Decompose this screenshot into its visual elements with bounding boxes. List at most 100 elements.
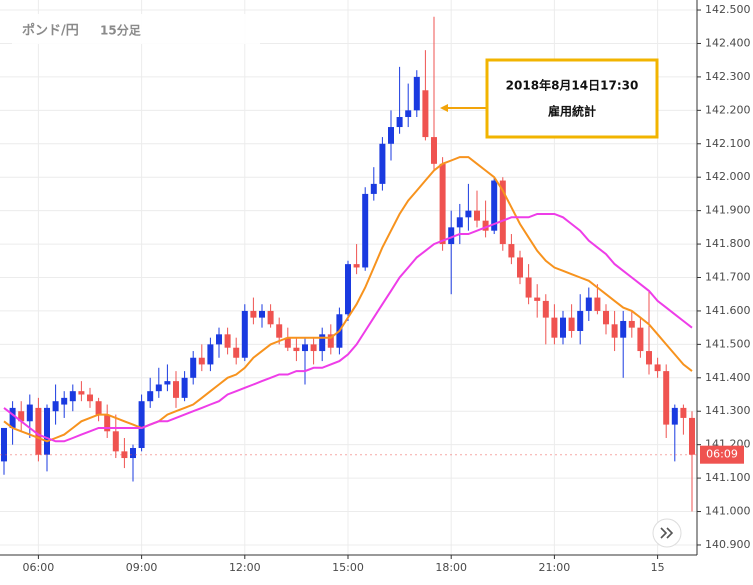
- candle-body: [396, 117, 403, 128]
- x-tick-label: 15: [651, 561, 665, 574]
- moving-average-line: [3, 213, 693, 443]
- annotation-box: [485, 58, 659, 139]
- candle-body: [577, 310, 584, 331]
- candle-body: [646, 351, 652, 365]
- candle-body: [517, 257, 523, 278]
- title-backdrop: [12, 14, 260, 44]
- candle-body: [456, 217, 463, 228]
- candle-body: [310, 344, 317, 352]
- candle-body: [259, 310, 265, 318]
- candle-body: [241, 310, 248, 358]
- x-tick-label: 12:00: [229, 561, 261, 574]
- candle-body: [568, 317, 575, 331]
- candle-body: [379, 143, 386, 184]
- chart-subtitle: 15分足: [100, 23, 141, 38]
- y-tick-label: 142.100: [705, 137, 751, 150]
- candle-body: [87, 394, 93, 402]
- candle-body: [198, 357, 205, 365]
- y-tick-label: 142.500: [705, 3, 751, 16]
- x-tick-label: 15:00: [332, 561, 364, 574]
- scroll-button-icon: [660, 527, 674, 539]
- marks: [1, 16, 695, 512]
- candle-body: [267, 310, 274, 325]
- candle-body: [671, 407, 678, 425]
- candle-body: [164, 381, 171, 385]
- candle-body: [250, 310, 257, 318]
- candle-body: [35, 407, 42, 455]
- candle-body: [44, 407, 50, 455]
- candle-body: [603, 310, 609, 325]
- candle-body: [594, 297, 601, 311]
- y-tick-label: 141.100: [705, 471, 751, 484]
- candle-body: [112, 431, 119, 452]
- candle-body: [491, 180, 498, 231]
- candle-body: [95, 401, 102, 415]
- candle-body: [345, 264, 351, 315]
- candle-body: [499, 180, 506, 245]
- candle-body: [482, 220, 489, 231]
- candle-body: [508, 244, 515, 258]
- candle-body: [560, 317, 566, 338]
- annotation-text: 雇用統計: [548, 104, 596, 119]
- candle-body: [224, 334, 231, 348]
- scroll-button[interactable]: [652, 518, 682, 548]
- y-tick-label: 142.400: [705, 36, 751, 49]
- y-tick-label: 141.000: [705, 505, 751, 518]
- candle-body: [585, 297, 592, 311]
- price-label: 06:09: [706, 448, 738, 461]
- candle-body: [130, 448, 136, 459]
- candle-body: [620, 320, 627, 338]
- candle-body: [61, 397, 68, 405]
- candle-body: [207, 344, 214, 365]
- annotation-arrowhead: [440, 104, 448, 112]
- y-tick-label: 141.700: [705, 271, 751, 284]
- candle-body: [628, 320, 635, 328]
- candle-body: [689, 417, 695, 455]
- x-tick-label: 21:00: [539, 561, 571, 574]
- candle-body: [9, 407, 16, 428]
- candle-body: [284, 337, 291, 348]
- candle-body: [663, 371, 670, 425]
- candle-body: [534, 297, 541, 301]
- price-label-box: [700, 445, 744, 464]
- candle-body: [181, 377, 188, 398]
- candle-body: [147, 391, 154, 402]
- y-tick-label: 142.300: [705, 70, 751, 83]
- candle-body: [138, 401, 145, 449]
- candle-body: [413, 76, 420, 111]
- moving-average-line: [3, 156, 693, 443]
- annotation-text: 2018年8月14日17:30: [506, 78, 639, 93]
- y-tick-label: 141.400: [705, 371, 751, 384]
- x-tick-label: 06:00: [23, 561, 55, 574]
- y-tick-label: 140.900: [705, 538, 751, 551]
- candle-body: [654, 364, 661, 372]
- y-tick-label: 142.200: [705, 103, 751, 116]
- candle-body: [302, 344, 308, 352]
- candle-body: [104, 414, 111, 432]
- candle-body: [233, 347, 240, 358]
- candle-body: [551, 317, 558, 338]
- candle-body: [26, 404, 33, 422]
- candle-body: [422, 90, 429, 138]
- y-tick-label: 141.900: [705, 204, 751, 217]
- candle-body: [431, 137, 437, 164]
- candle-body: [276, 324, 283, 338]
- candle-body: [611, 324, 618, 338]
- candle-body: [78, 391, 85, 395]
- candle-body: [474, 210, 480, 221]
- candle-body: [439, 163, 446, 245]
- candle-body: [542, 300, 549, 318]
- candle-body: [680, 407, 687, 418]
- candle-body: [293, 347, 300, 352]
- candle-body: [465, 210, 472, 218]
- y-tick-label: 141.500: [705, 337, 751, 350]
- candle-body: [190, 357, 197, 378]
- candle-body: [388, 127, 394, 144]
- candle-body: [216, 334, 222, 345]
- chart-title: ポンド/円: [22, 23, 79, 39]
- candle-body: [637, 327, 644, 352]
- x-tick-label: 09:00: [126, 561, 158, 574]
- candle-body: [362, 193, 369, 268]
- candle-body: [405, 110, 412, 118]
